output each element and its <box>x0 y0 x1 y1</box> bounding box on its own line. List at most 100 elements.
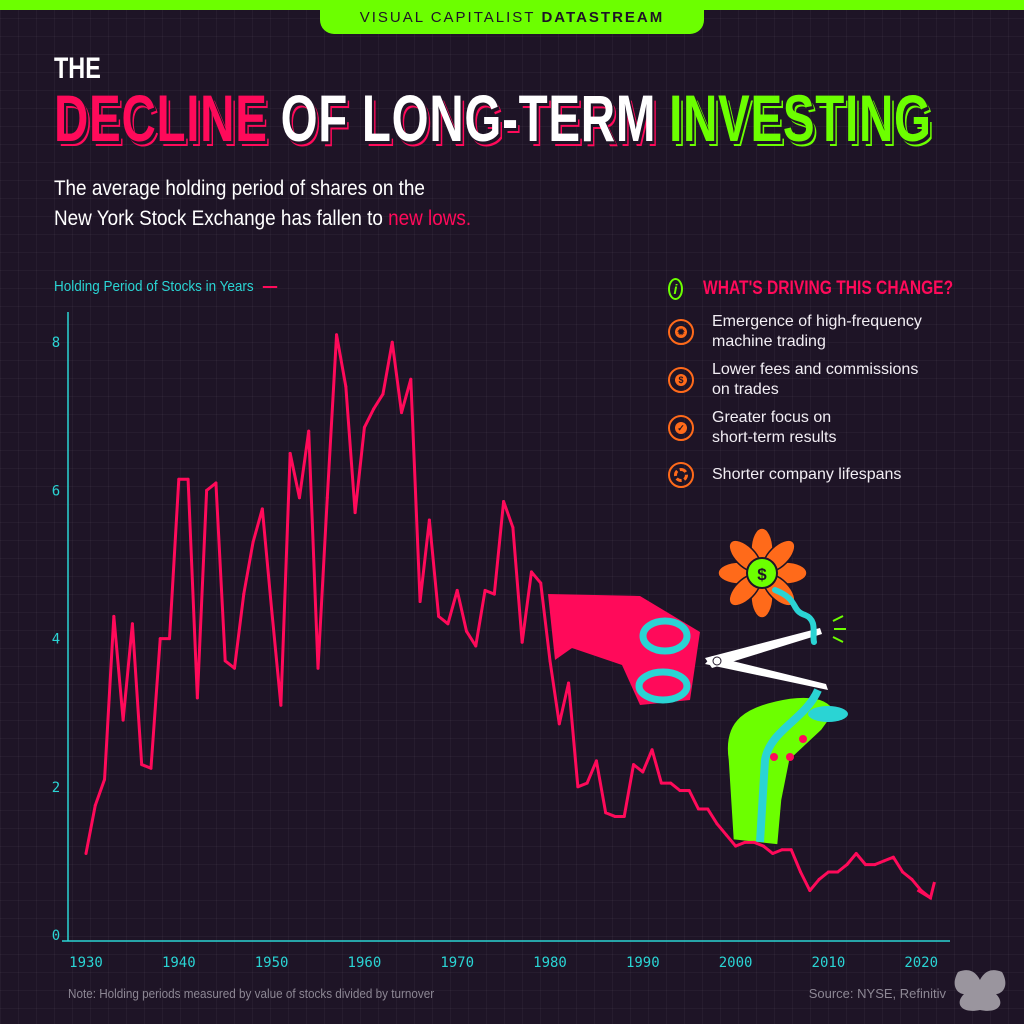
subtitle-line-1: The average holding period of shares on … <box>54 177 425 200</box>
data-point <box>752 840 756 844</box>
svg-text:$: $ <box>757 565 767 584</box>
data-point <box>548 659 552 663</box>
data-point <box>84 851 88 855</box>
legend-label: Holding Period of Stocks in Years <box>54 278 254 295</box>
data-point <box>799 870 803 874</box>
scissors-handle-top <box>639 617 691 655</box>
cycle-icon <box>668 462 694 488</box>
data-point <box>251 540 255 544</box>
data-point <box>103 777 107 781</box>
data-point <box>604 811 608 815</box>
data-point <box>632 763 636 767</box>
data-point <box>882 859 886 863</box>
subtitle-line-2: New York Stock Exchange has fallen to <box>54 207 383 230</box>
data-point <box>594 759 598 763</box>
info-icon: i <box>668 278 683 300</box>
data-point <box>873 863 877 867</box>
data-point <box>854 851 858 855</box>
data-point <box>734 844 738 848</box>
data-point <box>260 507 264 511</box>
x-tick-label: 1970 <box>440 955 474 971</box>
dollar-icon: $ <box>668 367 694 393</box>
data-point <box>177 477 181 481</box>
data-point <box>780 848 784 852</box>
driver-text: Emergence of high-frequency <box>712 313 922 330</box>
x-tick-label: 1940 <box>162 955 196 971</box>
data-point <box>307 429 311 433</box>
data-point <box>464 629 468 633</box>
data-point <box>659 781 663 785</box>
scissors-blade-top <box>705 628 822 668</box>
x-tick-label: 1990 <box>626 955 660 971</box>
data-point <box>418 600 422 604</box>
driver-item: ✓ Greater focus on short-term results <box>668 408 1008 448</box>
data-point <box>622 814 626 818</box>
title-word-middle: OF LONG-TERM <box>280 81 657 155</box>
data-point <box>845 863 849 867</box>
drivers-panel: i WHAT'S DRIVING THIS CHANGE? ✹ Emergence … <box>668 274 1008 488</box>
data-point <box>910 877 914 881</box>
data-point <box>93 803 97 807</box>
driver-text: Lower fees and commissions <box>712 361 919 378</box>
data-point <box>362 425 366 429</box>
data-point <box>529 570 533 574</box>
page-title: DECLINE OF LONG-TERM INVESTING <box>54 80 945 156</box>
subtitle-highlight: new lows. <box>388 207 472 230</box>
data-point <box>205 488 209 492</box>
data-point <box>817 877 821 881</box>
data-point <box>696 807 700 811</box>
data-point <box>919 889 923 893</box>
y-tick-label: 4 <box>52 632 60 648</box>
data-point <box>715 822 719 826</box>
data-point <box>297 496 301 500</box>
data-point <box>130 622 134 626</box>
scissors-handle-bottom <box>635 668 691 704</box>
data-point <box>520 640 524 644</box>
y-tick-label: 8 <box>52 335 60 351</box>
green-hand-illustration <box>726 688 848 846</box>
data-point <box>344 385 348 389</box>
data-point <box>864 863 868 867</box>
data-point <box>891 855 895 859</box>
data-point <box>641 770 645 774</box>
y-tick-label: 2 <box>52 780 60 796</box>
brand-tab: VISUAL CAPITALIST DATASTREAM <box>320 0 704 34</box>
x-tick-label: 2000 <box>719 955 753 971</box>
driver-item: $ Lower fees and commissions on trades <box>668 360 1008 400</box>
target-check-icon: ✓ <box>668 415 694 441</box>
data-point <box>826 870 830 874</box>
data-point <box>140 763 144 767</box>
data-point <box>186 477 190 481</box>
data-point <box>270 607 274 611</box>
data-point <box>771 851 775 855</box>
scissors-pivot <box>712 656 722 666</box>
data-point <box>409 377 413 381</box>
x-tick-label: 2010 <box>812 955 846 971</box>
data-point <box>279 703 283 707</box>
drivers-heading: WHAT'S DRIVING THIS CHANGE? <box>703 278 954 299</box>
data-point <box>789 848 793 852</box>
data-point <box>316 666 320 670</box>
data-point <box>706 807 710 811</box>
visual-capitalist-logo <box>954 970 1006 1011</box>
data-point <box>381 392 385 396</box>
data-point <box>372 407 376 411</box>
data-point <box>836 870 840 874</box>
driver-item: ✹ Emergence of high-frequency machine trad… <box>668 312 1008 352</box>
driver-text: machine trading <box>712 333 826 350</box>
chart-legend: Holding Period of Stocks in Years <box>54 278 278 295</box>
subtitle: The average holding period of shares on … <box>54 174 471 234</box>
data-point <box>158 637 162 641</box>
driver-text: short-term results <box>712 429 837 446</box>
data-point <box>761 844 765 848</box>
driver-text: Shorter company lifespans <box>712 466 902 483</box>
data-point <box>214 481 218 485</box>
data-point <box>242 592 246 596</box>
y-tick-label: 6 <box>52 483 60 499</box>
data-point <box>567 681 571 685</box>
flower-illustration: $ <box>717 527 846 645</box>
title-prefix: THE <box>54 52 101 85</box>
data-point <box>678 789 682 793</box>
data-point <box>557 722 561 726</box>
